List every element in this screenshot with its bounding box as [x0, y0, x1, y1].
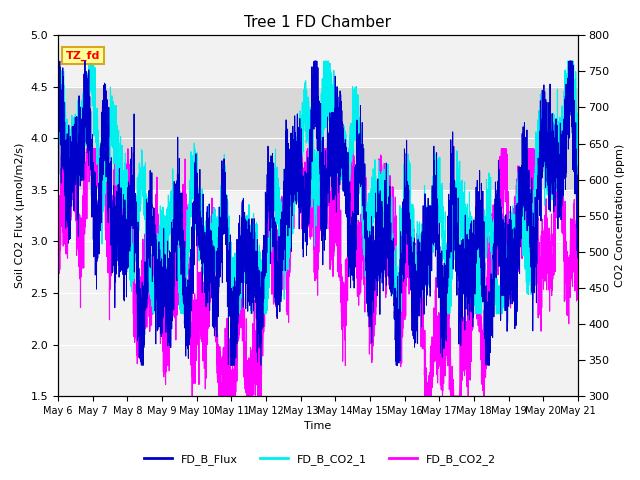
X-axis label: Time: Time — [305, 421, 332, 432]
Text: TZ_fd: TZ_fd — [66, 51, 100, 61]
Y-axis label: CO2 Concentration (ppm): CO2 Concentration (ppm) — [615, 144, 625, 288]
Legend: FD_B_Flux, FD_B_CO2_1, FD_B_CO2_2: FD_B_Flux, FD_B_CO2_1, FD_B_CO2_2 — [140, 450, 500, 469]
Bar — [58, 87, 578, 190]
Title: Tree 1 FD Chamber: Tree 1 FD Chamber — [244, 15, 392, 30]
Y-axis label: Soil CO2 Flux (μmol/m2/s): Soil CO2 Flux (μmol/m2/s) — [15, 143, 25, 288]
